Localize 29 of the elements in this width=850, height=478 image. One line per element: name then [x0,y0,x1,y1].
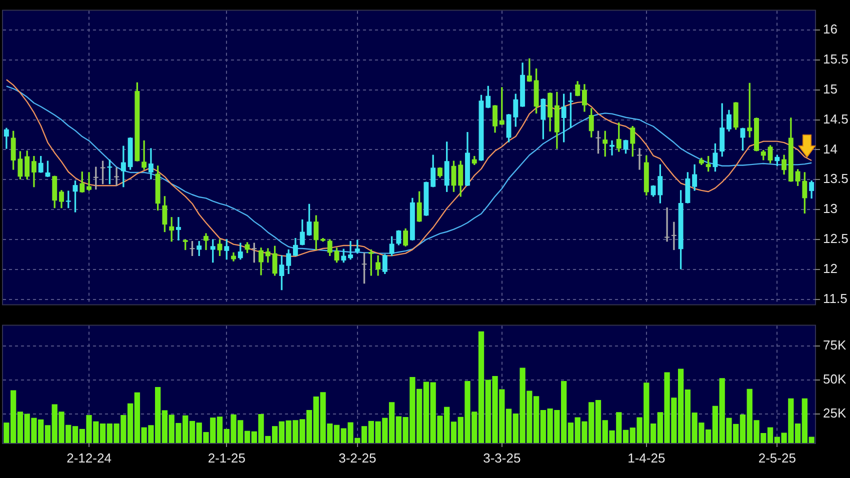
y-tick-label: 15 [823,81,838,96]
y-tick-label: 75K [823,338,846,353]
y-tick-label: 15.5 [823,51,848,66]
candlestick [526,58,532,82]
candlestick [120,146,126,188]
y-tick-label: 11.5 [823,290,848,306]
y-tick-label: 13.5 [823,171,848,186]
x-tick-label: 2-1-25 [208,450,246,466]
candlestick [86,172,92,191]
candlestick [637,148,642,170]
candlestick [348,241,353,260]
y-tick-label: 14.5 [823,111,848,126]
candlestick [114,167,120,186]
candlestick [176,217,181,240]
y-tick-label: 14 [823,141,838,156]
y-tick-label: 12 [823,261,838,276]
y-tick-label: 13 [823,201,838,216]
candlestick [664,207,670,242]
x-tick-label: 1-4-25 [628,450,666,466]
x-tick-label: 3-3-25 [483,450,521,466]
x-tick-label: 3-2-25 [338,450,376,466]
y-tick-label: 12.5 [823,231,848,246]
y-tick-label: 16 [823,22,838,37]
x-tick-label: 2-12-24 [66,450,112,466]
candlestick [142,140,147,170]
y-tick-label: 50K [823,372,846,387]
x-tick-label: 2-5-25 [758,450,796,466]
candlestick [671,222,676,250]
y-tick-label: 25K [823,405,846,420]
